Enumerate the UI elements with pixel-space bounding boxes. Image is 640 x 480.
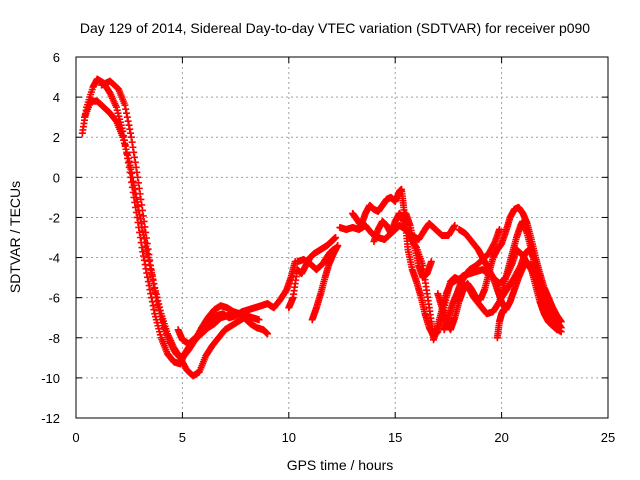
y-tick-label: -12 xyxy=(41,411,60,426)
data-point xyxy=(264,330,272,338)
x-tick-label: 25 xyxy=(601,430,615,445)
series-track-13 xyxy=(440,225,503,334)
x-tick-label: 15 xyxy=(388,430,402,445)
data-point xyxy=(255,316,263,324)
y-tick-label: -2 xyxy=(48,210,60,225)
y-tick-label: 2 xyxy=(53,130,60,145)
y-tick-label: -6 xyxy=(48,291,60,306)
y-tick-label: 0 xyxy=(53,170,60,185)
x-tick-label: 10 xyxy=(282,430,296,445)
data-point xyxy=(427,258,435,266)
x-axis-label: GPS time / hours xyxy=(287,457,394,473)
y-axis-label: SDTVAR / TECUs xyxy=(7,181,23,293)
y-tick-label: -8 xyxy=(48,331,60,346)
series-track-16 xyxy=(498,246,559,328)
tick-labels: 0 5 10 15 20 25 -12 -10 -8 -6 -4 -2 0 2 4 6 xyxy=(41,50,615,445)
series-track-11 xyxy=(402,209,435,282)
data-points xyxy=(78,75,565,380)
x-tick-label: 20 xyxy=(494,430,508,445)
grid-lines xyxy=(76,57,608,418)
series-track-6 xyxy=(285,234,340,312)
data-point xyxy=(334,242,342,250)
y-tick-label: 6 xyxy=(53,50,60,65)
y-tick-label: -10 xyxy=(41,371,60,386)
data-point xyxy=(229,308,237,316)
series-track-7 xyxy=(308,242,342,324)
data-point xyxy=(500,306,508,314)
data-point xyxy=(451,221,459,229)
y-tick-label: 4 xyxy=(53,90,60,105)
series-track-15 xyxy=(493,306,508,342)
series-track-4 xyxy=(174,308,237,348)
chart-title: Day 129 of 2014, Sidereal Day-to-day VTE… xyxy=(80,20,590,36)
y-tick-label: -4 xyxy=(48,251,60,266)
data-point xyxy=(551,320,559,328)
data-point xyxy=(557,328,565,336)
data-point xyxy=(557,318,565,326)
x-tick-label: 0 xyxy=(72,430,79,445)
data-point xyxy=(332,234,340,241)
x-tick-label: 5 xyxy=(179,430,186,445)
data-point xyxy=(495,225,503,233)
plot-frame xyxy=(75,56,609,419)
axis-ticks xyxy=(75,56,609,419)
